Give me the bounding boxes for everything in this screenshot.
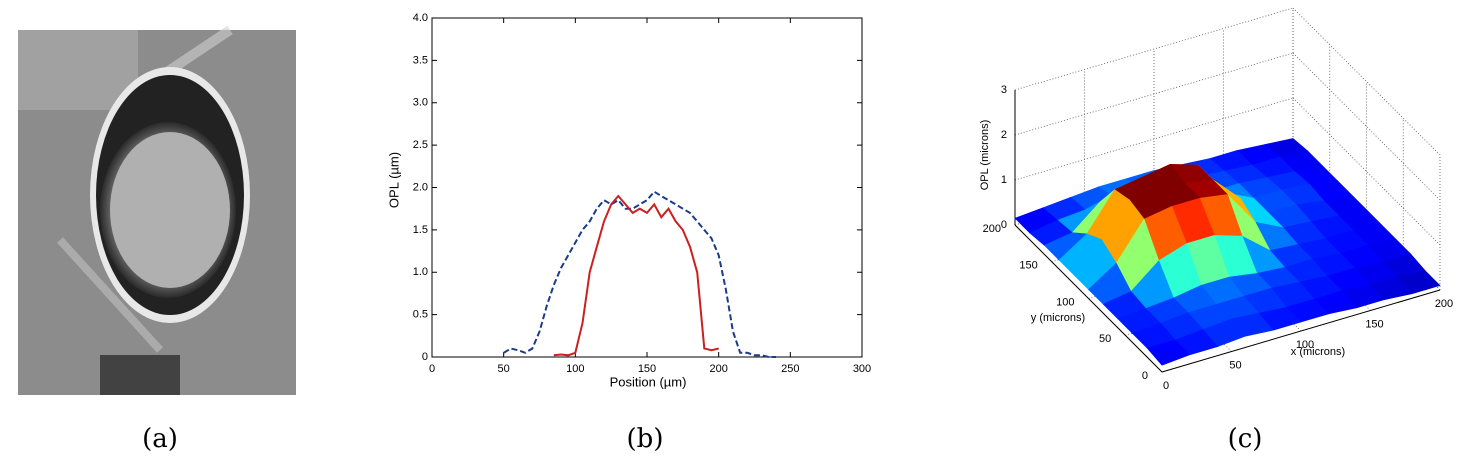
z-tick-label: 2 bbox=[1001, 129, 1007, 141]
z-tick-label: 3 bbox=[1001, 84, 1007, 96]
grid-line bbox=[1014, 7, 1294, 91]
x-tick-label: 150 bbox=[1365, 318, 1383, 330]
x-tick-label: 100 bbox=[566, 363, 584, 375]
grid-line bbox=[1014, 97, 1294, 181]
caption: (c) bbox=[1228, 424, 1263, 454]
x-tick-label: 50 bbox=[1229, 359, 1241, 371]
grid-line bbox=[1014, 52, 1294, 136]
x-tick-label: 200 bbox=[1435, 298, 1453, 310]
x-tick-label: 200 bbox=[709, 363, 727, 375]
y-tick-label: 150 bbox=[1019, 260, 1037, 272]
x-tick-label: 50 bbox=[498, 363, 510, 375]
caption: (b) bbox=[627, 424, 664, 454]
y-tick-label: 1.0 bbox=[413, 266, 428, 278]
y-tick-label: 50 bbox=[1099, 333, 1111, 345]
y-tick-label: 3.0 bbox=[413, 97, 428, 109]
x-tick-label: 0 bbox=[429, 363, 435, 375]
y-tick-label: 2.5 bbox=[413, 139, 428, 151]
surface-cell bbox=[1146, 339, 1191, 366]
x-tick-label: 0 bbox=[1163, 380, 1169, 392]
x-tick-label: 300 bbox=[853, 363, 871, 375]
y-axis-label: OPL (µm) bbox=[386, 152, 401, 208]
y-axis-label: y (microns) bbox=[1031, 312, 1085, 324]
caption: (a) bbox=[142, 424, 178, 454]
y-tick-label: 200 bbox=[983, 223, 1001, 235]
z-axis-label: OPL (microns) bbox=[979, 120, 991, 191]
z-tick-label: 0 bbox=[1001, 219, 1007, 231]
y-tick-label: 0 bbox=[1142, 370, 1148, 382]
data-line bbox=[553, 194, 719, 357]
x-axis-label: Position (µm) bbox=[610, 374, 687, 389]
y-tick-label: 1.5 bbox=[413, 224, 428, 236]
axis-line bbox=[1014, 224, 1163, 373]
y-tick-label: 4.0 bbox=[413, 12, 428, 24]
y-tick-label: 3.5 bbox=[413, 54, 428, 66]
y-tick-label: 0 bbox=[422, 351, 428, 363]
y-tick-label: 2.0 bbox=[413, 181, 428, 193]
x-tick-label: 250 bbox=[781, 363, 799, 375]
y-tick-label: 0.5 bbox=[413, 309, 428, 321]
plot-frame bbox=[431, 17, 863, 358]
x-axis-label: x (microns) bbox=[1291, 346, 1345, 358]
y-tick-label: 100 bbox=[1056, 296, 1074, 308]
data-line bbox=[503, 190, 776, 358]
x-tick-label: 100 bbox=[1296, 339, 1314, 351]
axis-line bbox=[1161, 289, 1441, 373]
z-tick-label: 1 bbox=[1001, 174, 1007, 186]
x-tick-label: 150 bbox=[638, 363, 656, 375]
micrograph bbox=[18, 25, 296, 395]
